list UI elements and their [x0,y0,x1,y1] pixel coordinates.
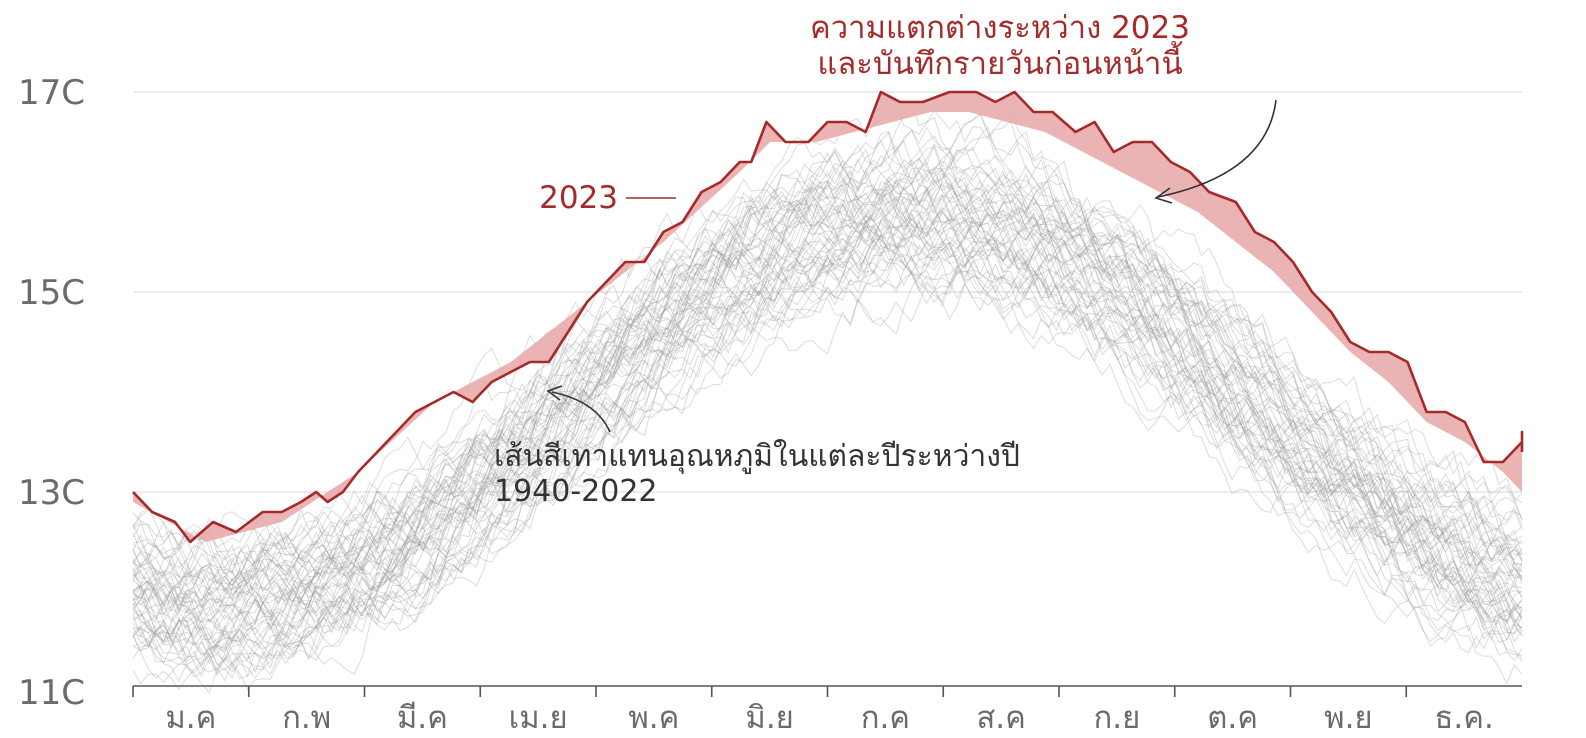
gray-year-line [132,241,1523,666]
line-2023 [132,90,1524,544]
gray-year-line [132,158,1523,600]
gap-title-line2: และบันทึกรายวันก่อนหน้านี้ [817,41,1182,82]
gray-year-line [132,180,1523,622]
gray-year-line [132,185,1523,622]
gray-year-line [132,205,1523,679]
gray-year-line [132,230,1523,694]
y-tick-label: 11C [18,673,85,713]
historical-gray-lines [132,96,1523,694]
gray-year-line [132,180,1523,615]
gray-year-line [132,245,1523,690]
gray-year-line [132,167,1523,650]
gray-year-line [132,198,1523,617]
gray-year-line [132,179,1523,599]
x-tick-label: ก.ค [861,700,910,736]
gray-year-line [132,162,1523,612]
gray-year-line [132,170,1523,641]
gray-year-line [132,234,1523,646]
gray-year-line [132,156,1523,623]
gray-year-line [132,202,1523,656]
gray-year-line [132,166,1523,628]
gap-fill-area [133,92,1522,542]
gray-year-line [132,212,1523,642]
gray-year-line [132,109,1523,562]
x-tick-label: มิ.ย [745,700,793,736]
gap-fill [133,92,1522,542]
gray-lines-label-line2: 1940-2022 [494,474,658,509]
gray-year-line [132,180,1523,622]
series-2023 [132,90,1524,544]
gray-year-line [132,166,1523,642]
gray-year-line [132,182,1523,602]
gray-year-line [132,250,1523,664]
gray-year-line [132,210,1523,683]
gray-year-line [132,206,1523,579]
gray-year-line [132,214,1523,656]
gray-year-line [132,143,1523,607]
gray-year-line [132,217,1523,675]
gray-year-line [132,152,1523,637]
gray-year-line [132,222,1523,661]
gray-year-line [132,169,1523,596]
x-tick-label: ส.ค [976,700,1026,736]
gray-year-line [132,264,1523,666]
y-tick-label: 15C [18,273,85,313]
gray-year-line [132,149,1523,585]
gray-year-line [132,179,1523,656]
x-tick-label: พ.ย [1324,700,1372,736]
gray-year-line [132,206,1523,685]
grid-lines [133,91,1522,493]
axes: 11C 13C 15C 17C ม.ค ก.พ มี.ค เม.ย พ.ค มิ.ย ก.ค ส.ค ก… [18,73,1522,736]
gray-year-line [132,249,1523,690]
label-2023: 2023 [539,180,618,216]
gray-year-line [132,112,1523,594]
gray-year-line [132,196,1523,597]
gray-year-line [132,232,1523,607]
gray-year-line [132,163,1523,652]
gray-year-line [132,235,1523,667]
gray-year-line [132,224,1523,678]
gray-year-line [132,173,1523,604]
gray-arrow-line [551,391,611,433]
gray-year-line [132,213,1523,679]
gray-year-line [132,219,1523,602]
gray-arrow-head [546,385,563,401]
annotations: 2023 ความแตกต่างระหว่าง 2023 และบันทึกรา… [494,10,1277,509]
gray-year-line [132,222,1523,676]
gray-year-line [132,220,1523,663]
gray-year-line [132,131,1523,602]
x-tick-label: พ.ค [628,700,679,736]
gray-lines-label-line1: เส้นสีเทาแทนอุณหภูมิในแต่ละปีระหว่างปี [494,439,1020,475]
y-tick-label: 13C [18,473,85,513]
x-tick-label: เม.ย [509,700,568,736]
gray-year-line [132,145,1523,645]
gray-year-line [132,146,1523,609]
gap-arrow-line [1157,99,1277,198]
gray-year-line [132,135,1523,600]
gray-year-line [132,126,1523,575]
gray-year-line [132,139,1523,566]
gray-year-line [132,100,1523,582]
x-tick-label: มี.ค [397,700,448,736]
gray-year-line [132,176,1523,607]
x-tick-label: ก.ย [1093,700,1140,736]
x-tick-label: ธ.ค. [1434,700,1493,736]
gray-year-line [132,219,1523,679]
gray-year-line [132,195,1523,610]
gap-title-line1: ความแตกต่างระหว่าง 2023 [810,10,1190,46]
y-tick-label: 17C [18,73,85,113]
x-tick-label: ต.ค [1207,700,1258,736]
gray-year-line [132,203,1523,614]
x-tick-label: ม.ค [165,700,216,736]
x-tick-label: ก.พ [282,700,331,736]
gap-arrow-head [1154,187,1173,204]
gray-year-line [132,96,1523,581]
gray-year-line [132,199,1523,650]
